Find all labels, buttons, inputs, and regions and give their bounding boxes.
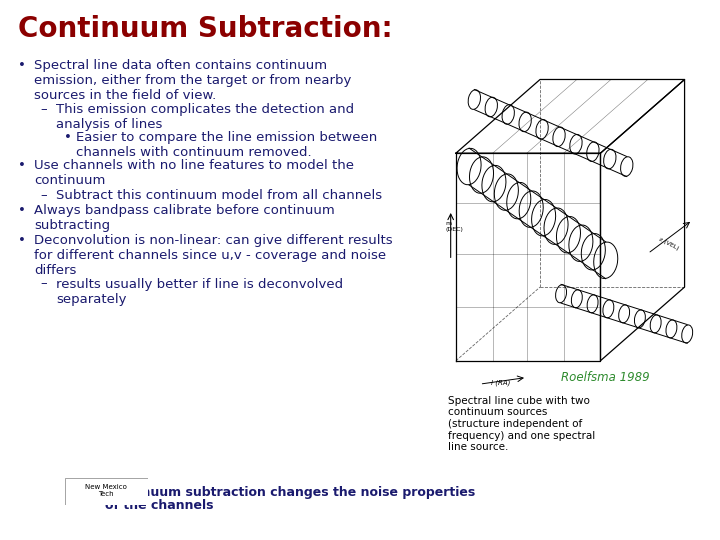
Text: Use channels with no line features to model the
continuum: Use channels with no line features to mo…	[34, 159, 354, 187]
Text: m
(DEC): m (DEC)	[446, 221, 463, 232]
Text: NRAO: NRAO	[32, 495, 61, 503]
Text: •: •	[64, 131, 72, 144]
Text: results usually better if line is deconvolved
separately: results usually better if line is deconv…	[56, 278, 343, 306]
Text: Subtract this continuum model from all channels: Subtract this continuum model from all c…	[56, 189, 382, 202]
Text: Continuum Subtraction:: Continuum Subtraction:	[18, 15, 392, 43]
Text: Easier to compare the line emission between
channels with continuum removed.: Easier to compare the line emission betw…	[76, 131, 377, 159]
Text: •: •	[18, 204, 26, 217]
Text: –: –	[40, 189, 47, 202]
Text: of the channels: of the channels	[105, 498, 214, 511]
Text: •: •	[18, 234, 26, 247]
Text: z (VEL): z (VEL)	[658, 237, 680, 251]
Text: Deconvolution is non-linear: can give different results
for different channels s: Deconvolution is non-linear: can give di…	[34, 234, 392, 277]
Polygon shape	[2, 491, 48, 495]
Text: –: –	[40, 278, 47, 291]
Text: Spectral line data often contains continuum
emission, either from the target or : Spectral line data often contains contin…	[34, 59, 351, 102]
Text: •: •	[18, 59, 26, 72]
Text: This emission complicates the detection and
analysis of lines: This emission complicates the detection …	[56, 103, 354, 131]
Text: •: •	[18, 159, 26, 172]
Text: Continuum subtraction changes the noise properties: Continuum subtraction changes the noise …	[105, 487, 475, 500]
Text: Always bandpass calibrate before continuum
subtracting: Always bandpass calibrate before continu…	[34, 204, 335, 232]
Text: 30: 30	[683, 519, 697, 529]
Text: Thirteenth Synthesis Imaging Workshop: Thirteenth Synthesis Imaging Workshop	[248, 519, 472, 529]
Text: Roelfsma 1989: Roelfsma 1989	[562, 371, 650, 384]
Text: l (RA): l (RA)	[491, 379, 510, 386]
Text: Spectral line cube with two
continuum sources
(structure independent of
frequenc: Spectral line cube with two continuum so…	[448, 396, 595, 453]
Text: –: –	[40, 103, 47, 116]
Text: New Mexico
Tech: New Mexico Tech	[85, 483, 127, 497]
